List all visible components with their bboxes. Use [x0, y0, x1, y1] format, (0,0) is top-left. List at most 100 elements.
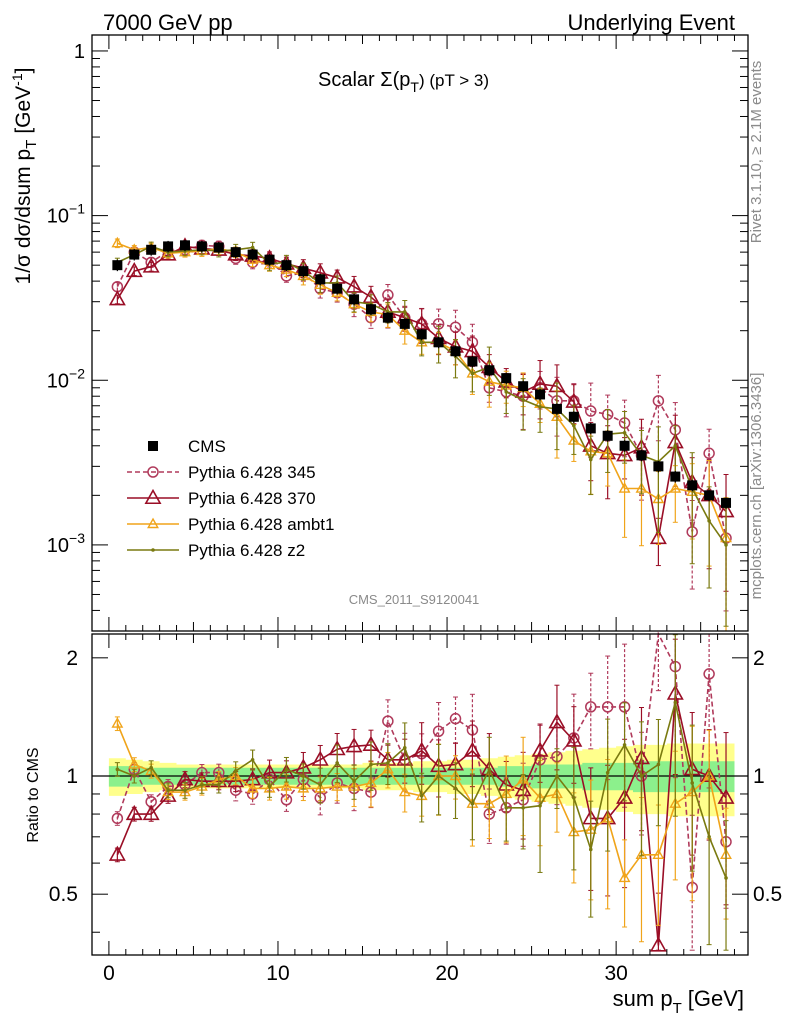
data-point [669, 482, 682, 493]
data-point [311, 750, 329, 766]
data-point [538, 803, 542, 808]
data-point [535, 389, 546, 400]
x-tick-label: 20 [435, 962, 458, 985]
data-point [142, 804, 160, 821]
data-point [352, 779, 356, 784]
data-point [246, 781, 259, 793]
data-point [703, 447, 715, 460]
x-tick-label: 30 [604, 962, 627, 985]
data-point [504, 805, 509, 810]
legend-label: Pythia 6.428 ambt1 [188, 515, 334, 534]
y-axis-label-main: 1/σ dσ/dsum pT[GeV-1] [9, 68, 40, 285]
data-point [636, 450, 647, 461]
header-right: Underlying Event [567, 10, 735, 35]
data-point [230, 247, 241, 258]
data-point [585, 701, 597, 713]
data-point [432, 725, 445, 738]
legend: CMS Pythia 6.428 345 Pythia 6.428 370 Pythi… [127, 437, 334, 560]
data-point [345, 277, 363, 293]
data-point [521, 398, 525, 402]
data-point [602, 430, 613, 441]
data-point [196, 241, 207, 252]
main-axes: 1 10−1 10−2 10−3 [47, 34, 749, 648]
data-point [601, 701, 614, 713]
data-point [250, 757, 255, 762]
y-tick-label-left: 0.5 [49, 883, 78, 906]
data-point [548, 713, 566, 729]
side-label-mcplots: mcplots.cern.ch [arXiv:1306.3436] [748, 373, 765, 600]
data-point [565, 731, 583, 747]
data-point [616, 788, 634, 804]
data-point [416, 329, 427, 340]
data-point [163, 241, 174, 252]
data-point [200, 782, 204, 787]
data-point [146, 244, 157, 255]
data-point [721, 497, 732, 508]
data-point [619, 440, 630, 451]
legend-marker [147, 466, 159, 478]
data-point [707, 519, 711, 523]
data-point [687, 480, 698, 491]
data-point [551, 403, 562, 414]
data-point [382, 715, 394, 727]
data-point [690, 781, 695, 785]
legend-marker [151, 548, 155, 552]
data-point [652, 848, 665, 859]
data-point [436, 774, 441, 778]
data-point [386, 761, 390, 765]
data-point [318, 782, 323, 787]
data-point [111, 812, 124, 825]
data-point [233, 769, 238, 773]
data-point [183, 788, 187, 793]
data-point [463, 741, 481, 757]
data-point [331, 780, 344, 791]
data-point [402, 745, 407, 750]
data-point [453, 786, 458, 791]
data-point [568, 411, 579, 422]
legend-label: CMS [188, 437, 226, 456]
data-point [264, 254, 275, 265]
data-point [538, 404, 542, 409]
data-point [149, 765, 153, 770]
x-tick-label: 10 [266, 962, 289, 985]
data-point [142, 257, 160, 273]
data-point [531, 741, 549, 757]
data-point [504, 390, 509, 394]
data-point [111, 717, 124, 728]
data-point [572, 423, 576, 428]
main-series-layer [108, 236, 735, 632]
data-point [369, 762, 373, 767]
legend-label: Pythia 6.428 370 [188, 489, 316, 508]
data-point [585, 405, 597, 417]
data-point [111, 236, 124, 248]
data-point [413, 741, 431, 757]
data-point [585, 423, 596, 434]
data-point [555, 774, 559, 778]
data-point [449, 712, 462, 725]
data-point [605, 770, 610, 775]
data-point [656, 762, 661, 767]
data-point [250, 245, 255, 250]
data-point [298, 266, 309, 277]
legend-label: Pythia 6.428 345 [188, 463, 316, 482]
data-point [213, 242, 224, 253]
data-point [365, 304, 376, 315]
legend-marker [147, 517, 159, 529]
data-point [108, 290, 126, 306]
y-tick-label: 10−2 [47, 365, 85, 392]
data-point [724, 876, 728, 880]
ratio-frame [91, 633, 749, 956]
data-point [112, 260, 123, 271]
data-point [419, 794, 424, 798]
data-point [267, 784, 272, 789]
data-point [703, 668, 715, 680]
data-point [704, 490, 715, 501]
main-series-cms [112, 239, 732, 509]
data-point [301, 774, 306, 778]
data-point [588, 457, 593, 462]
data-point [115, 767, 120, 772]
y-tick-label: 1 [74, 41, 85, 63]
data-point [399, 318, 410, 329]
main-series-pythia-6-428-370 [108, 237, 735, 592]
